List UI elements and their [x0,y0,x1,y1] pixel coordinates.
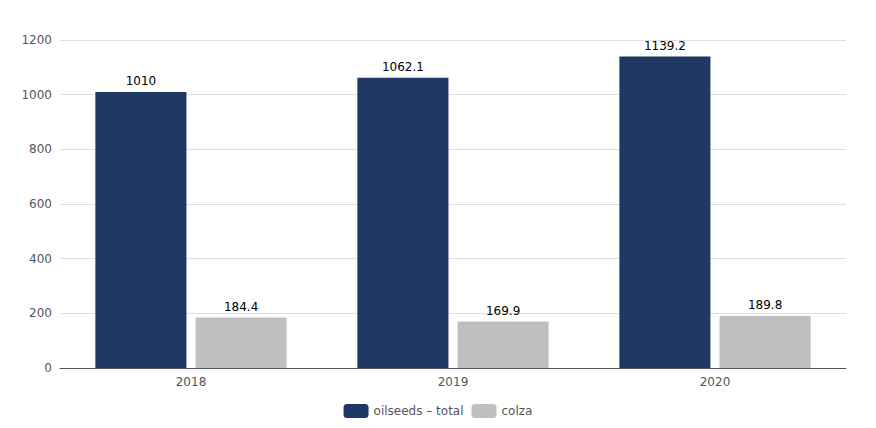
svg-text:400: 400 [29,252,52,266]
svg-text:169.9: 169.9 [486,304,520,318]
svg-text:colza: colza [502,404,533,418]
svg-text:0: 0 [44,361,52,375]
svg-text:200: 200 [29,306,52,320]
svg-text:800: 800 [29,142,52,156]
svg-text:oilseeds – total: oilseeds – total [374,404,464,418]
svg-text:2019: 2019 [438,375,469,389]
svg-text:2018: 2018 [176,375,207,389]
svg-text:189.8: 189.8 [748,298,782,312]
svg-text:1139.2: 1139.2 [644,39,686,53]
svg-text:1200: 1200 [21,33,52,47]
svg-text:1000: 1000 [21,88,52,102]
svg-text:1062.1: 1062.1 [382,60,424,74]
svg-text:2020: 2020 [700,375,731,389]
svg-text:184.4: 184.4 [224,300,258,314]
svg-text:600: 600 [29,197,52,211]
svg-text:1010: 1010 [126,74,157,88]
